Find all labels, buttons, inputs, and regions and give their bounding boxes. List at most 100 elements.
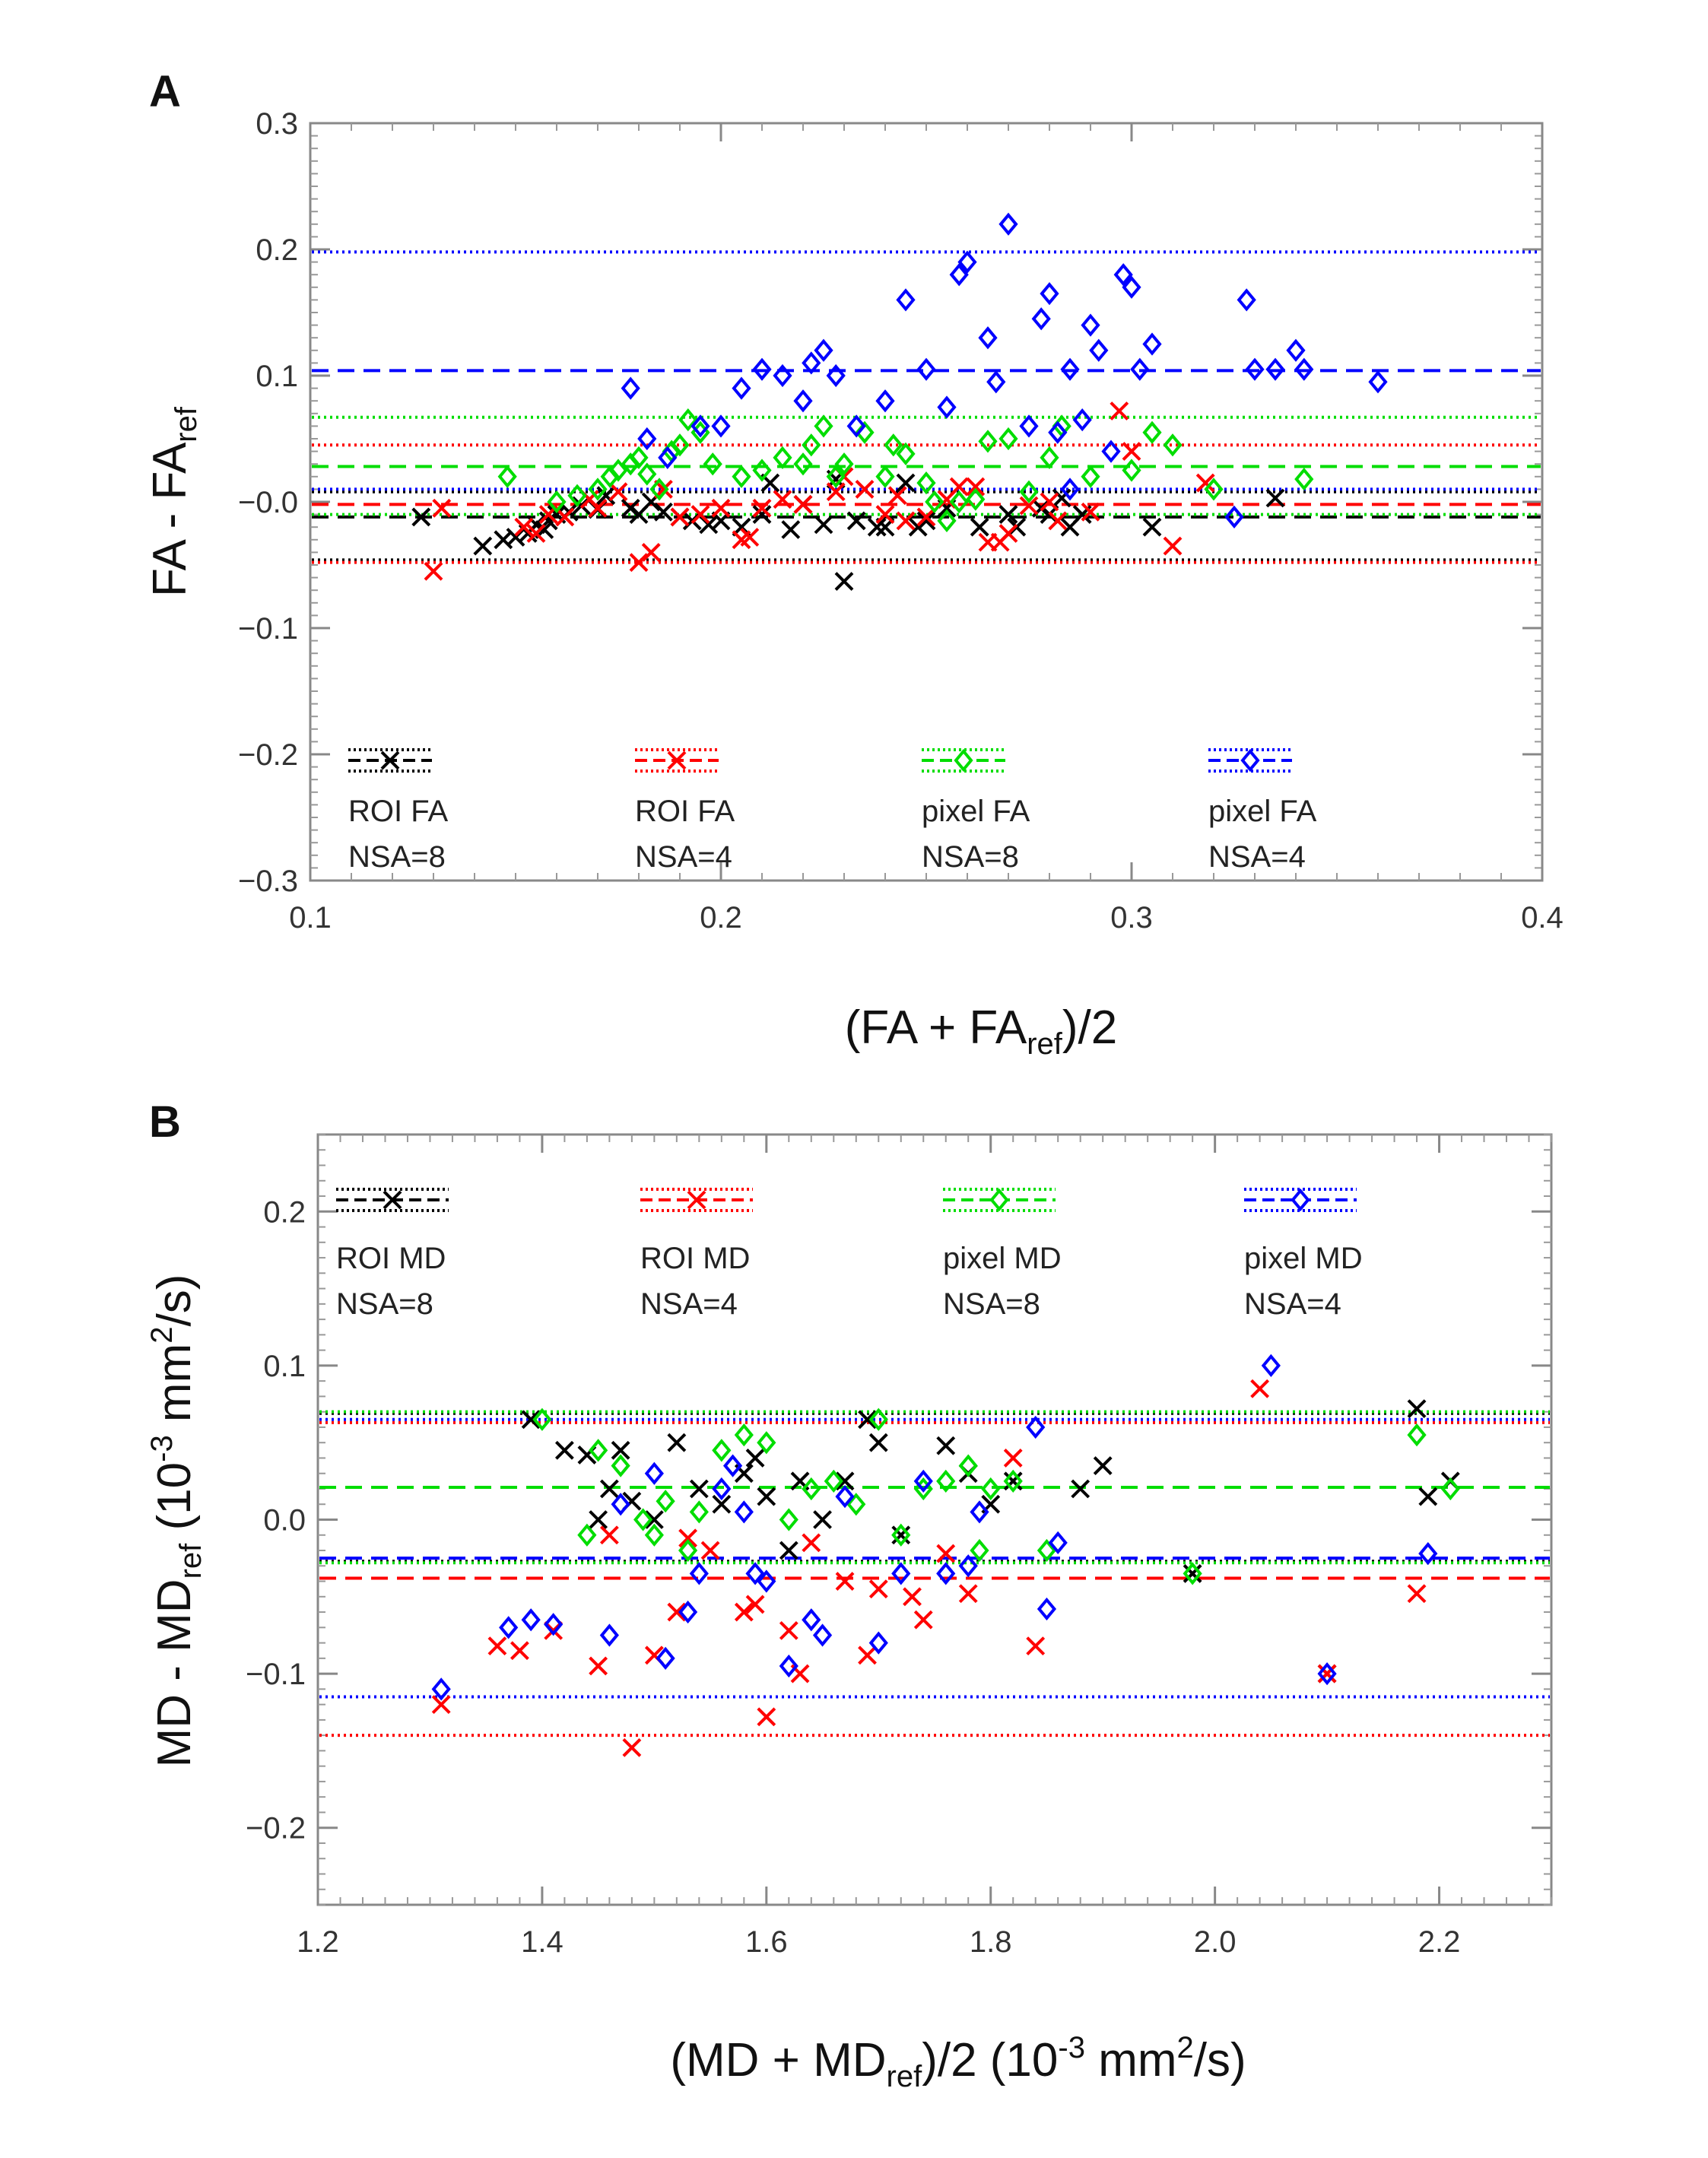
data-point-diamond-marker: [757, 1431, 776, 1455]
panel-a-letter: A: [149, 67, 181, 116]
data-point-x-marker: [998, 505, 1018, 525]
legend-label-line2: NSA=8: [922, 840, 1019, 874]
data-point-diamond-marker: [802, 351, 821, 375]
data-point-x-marker: [887, 486, 907, 506]
data-point-diamond-marker: [868, 1407, 888, 1431]
data-point-x-marker: [554, 1440, 574, 1460]
data-point-x-marker: [711, 498, 731, 518]
data-point-diamond-marker: [1060, 357, 1080, 381]
data-point-diamond-marker: [1224, 505, 1244, 529]
data-point-x-marker: [424, 561, 443, 581]
data-point-x-marker: [913, 1610, 933, 1630]
data-point-x-marker: [966, 477, 986, 497]
data-point-x-marker: [835, 1572, 855, 1591]
data-point-x-marker: [1142, 517, 1162, 537]
legend-item: pixel MD NSA=4: [1244, 1188, 1363, 1321]
data-point-diamond-marker: [1122, 459, 1141, 482]
data-point-x-marker: [1040, 492, 1059, 512]
panel-a-y-axis-title: FA - FAref: [144, 406, 203, 597]
panel-a-ticks: 0.1 0.2 0.3 0.4 −0.3 −0.2 −0.1 −0.0 0.1 0.2 0.3: [238, 107, 1564, 935]
legend-item: ROI MD NSA=8: [336, 1188, 449, 1321]
data-point-diamond-marker: [712, 1477, 732, 1501]
data-point-x-marker: [916, 511, 936, 531]
data-point-diamond-marker: [712, 1439, 732, 1462]
data-point-diamond-marker: [637, 462, 657, 486]
data-point-x-marker: [867, 517, 887, 537]
data-point-diamond-marker: [1237, 288, 1256, 312]
panel-b-y-tick-label: 0.0: [263, 1504, 306, 1538]
panel-b-plot-frame: [316, 1133, 1553, 1906]
panel-a-x-tick-label: 0.3: [1110, 901, 1153, 935]
data-point-diamond-marker: [1040, 281, 1059, 306]
data-point-diamond-marker: [670, 433, 690, 457]
data-point-x-marker: [712, 1494, 732, 1514]
data-point-diamond-marker: [1081, 465, 1100, 488]
data-point-diamond-marker: [691, 414, 710, 438]
legend-label-line2: NSA=8: [336, 1287, 433, 1321]
data-point-diamond-marker: [752, 459, 772, 482]
data-point-x-marker: [745, 1595, 765, 1614]
data-point-x-marker: [868, 1433, 888, 1452]
panel-a-y-tick-label: −0.1: [238, 612, 298, 646]
data-point-diamond-marker: [1003, 1469, 1023, 1493]
panel-a-x-axis-title: (FA + FAref)/2: [845, 1001, 1118, 1061]
legend-label-line1: ROI FA: [635, 795, 735, 828]
data-point-diamond-marker: [1204, 478, 1224, 501]
data-point-x-marker: [667, 1433, 687, 1452]
data-point-diamond-marker: [1183, 1562, 1202, 1585]
data-point-diamond-marker: [577, 1523, 597, 1547]
data-point-diamond-marker: [986, 370, 1006, 394]
data-point-diamond-marker: [621, 376, 640, 400]
data-point-x-marker: [858, 1410, 877, 1430]
legend-marker: [380, 751, 400, 770]
data-point-diamond-marker: [1019, 414, 1039, 438]
data-point-x-marker: [629, 553, 649, 573]
data-point-diamond-marker: [884, 433, 903, 457]
data-point-x-marker: [599, 1525, 619, 1545]
panel-a-x-tick-label: 0.1: [289, 901, 332, 935]
data-point-x-marker: [1265, 488, 1285, 508]
data-point-diamond-marker: [779, 1508, 798, 1531]
panel-b-y-tick-label: −0.2: [246, 1812, 306, 1845]
data-point-diamond-marker: [656, 1490, 675, 1513]
data-point-diamond-marker: [1026, 1415, 1046, 1439]
data-point-x-marker: [510, 1641, 529, 1661]
data-point-diamond-marker: [649, 478, 669, 501]
data-point-diamond-marker: [802, 1477, 821, 1501]
panel-a-y-tick-label: −0.3: [238, 865, 298, 898]
data-point-x-marker: [779, 1541, 798, 1560]
legend-label-line2: NSA=4: [1208, 840, 1306, 874]
panel-a-y-tick-label: −0.2: [238, 738, 298, 772]
data-point-diamond-marker: [703, 452, 722, 476]
data-point-x-marker: [834, 572, 854, 591]
data-point-x-marker: [896, 511, 916, 531]
data-point-diamond-marker: [1081, 313, 1100, 337]
data-point-x-marker: [432, 498, 452, 518]
data-point-diamond-marker: [978, 326, 998, 350]
legend-label-line1: pixel MD: [943, 1242, 1062, 1275]
data-point-diamond-marker: [868, 1631, 888, 1655]
data-point-diamond-marker: [1122, 275, 1141, 299]
data-point-x-marker: [875, 505, 895, 525]
panel-b-x-tick-label: 1.8: [970, 1925, 1012, 1959]
data-point-diamond-marker: [1142, 332, 1162, 356]
data-point-x-marker: [1048, 511, 1068, 531]
data-point-x-marker: [596, 486, 616, 506]
data-point-diamond-marker: [978, 430, 998, 453]
data-point-x-marker: [949, 477, 969, 497]
data-point-x-marker: [734, 1602, 754, 1622]
data-point-x-marker: [903, 1587, 922, 1607]
data-point-diamond-marker: [678, 1600, 698, 1624]
data-point-diamond-marker: [656, 1646, 675, 1670]
data-point-diamond-marker: [711, 414, 731, 438]
panel-b-x-tick-label: 1.4: [521, 1925, 564, 1959]
data-point-diamond-marker: [1142, 420, 1162, 444]
data-point-x-marker: [641, 542, 661, 562]
data-point-diamond-marker: [970, 1500, 989, 1524]
data-point-diamond-marker: [875, 389, 895, 413]
data-point-diamond-marker: [966, 487, 986, 511]
data-point-diamond-marker: [773, 446, 792, 470]
data-point-x-marker: [411, 507, 431, 527]
data-point-diamond-marker: [937, 395, 957, 419]
data-point-x-marker: [521, 1410, 541, 1430]
